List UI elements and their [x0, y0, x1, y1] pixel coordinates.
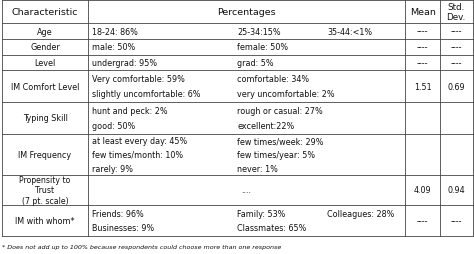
Text: * Does not add up to 100% because respondents could choose more than one respons: * Does not add up to 100% because respon… — [2, 244, 282, 249]
Text: ----: ---- — [417, 43, 428, 52]
Text: Businesses: 9%: Businesses: 9% — [92, 223, 155, 232]
Text: ----: ---- — [417, 216, 428, 225]
Text: ----: ---- — [450, 216, 462, 225]
Text: few times/year: 5%: few times/year: 5% — [237, 150, 315, 159]
Text: IM Comfort Level: IM Comfort Level — [11, 82, 79, 91]
Text: ----: ---- — [450, 27, 462, 36]
Text: 1.51: 1.51 — [414, 82, 431, 91]
Text: 35-44:<1%: 35-44:<1% — [327, 27, 372, 36]
Text: 18-24: 86%: 18-24: 86% — [92, 27, 138, 36]
Text: very uncomfortable: 2%: very uncomfortable: 2% — [237, 90, 335, 99]
Text: Age: Age — [37, 27, 53, 36]
Text: Classmates: 65%: Classmates: 65% — [237, 223, 306, 232]
Text: never: 1%: never: 1% — [237, 164, 278, 173]
Text: Std.
Dev.: Std. Dev. — [447, 3, 466, 22]
Text: Gender: Gender — [30, 43, 60, 52]
Text: IM with whom*: IM with whom* — [15, 216, 75, 225]
Text: ----: ---- — [417, 59, 428, 68]
Text: grad: 5%: grad: 5% — [237, 59, 273, 68]
Text: IM Frequency: IM Frequency — [18, 150, 72, 159]
Text: Characteristic: Characteristic — [12, 8, 78, 17]
Text: 4.09: 4.09 — [414, 186, 431, 195]
Text: Family: 53%: Family: 53% — [237, 209, 285, 218]
Text: Typing Skill: Typing Skill — [23, 114, 67, 123]
Text: ....: .... — [241, 186, 252, 195]
Text: ----: ---- — [417, 27, 428, 36]
Text: Very comfortable: 59%: Very comfortable: 59% — [92, 75, 185, 84]
Text: male: 50%: male: 50% — [92, 43, 136, 52]
Text: 0.69: 0.69 — [447, 82, 465, 91]
Text: Propensity to
Trust
(7 pt. scale): Propensity to Trust (7 pt. scale) — [19, 175, 71, 205]
Text: ----: ---- — [450, 59, 462, 68]
Text: undergrad: 95%: undergrad: 95% — [92, 59, 157, 68]
Text: Mean: Mean — [410, 8, 436, 17]
Text: 0.94: 0.94 — [447, 186, 465, 195]
Text: good: 50%: good: 50% — [92, 121, 136, 130]
Text: comfortable: 34%: comfortable: 34% — [237, 75, 309, 84]
Text: at least every day: 45%: at least every day: 45% — [92, 137, 188, 146]
Text: excellent:22%: excellent:22% — [237, 121, 294, 130]
Text: rough or casual: 27%: rough or casual: 27% — [237, 107, 323, 116]
Text: Colleagues: 28%: Colleagues: 28% — [327, 209, 394, 218]
Text: Percentages: Percentages — [217, 8, 276, 17]
Text: Level: Level — [35, 59, 55, 68]
Text: hunt and peck: 2%: hunt and peck: 2% — [92, 107, 168, 116]
Text: rarely: 9%: rarely: 9% — [92, 164, 133, 173]
Text: few times/month: 10%: few times/month: 10% — [92, 150, 183, 159]
Text: female: 50%: female: 50% — [237, 43, 288, 52]
Text: slightly uncomfortable: 6%: slightly uncomfortable: 6% — [92, 90, 201, 99]
Text: Friends: 96%: Friends: 96% — [92, 209, 144, 218]
Text: ----: ---- — [450, 43, 462, 52]
Text: 25-34:15%: 25-34:15% — [237, 27, 281, 36]
Text: few times/week: 29%: few times/week: 29% — [237, 137, 323, 146]
